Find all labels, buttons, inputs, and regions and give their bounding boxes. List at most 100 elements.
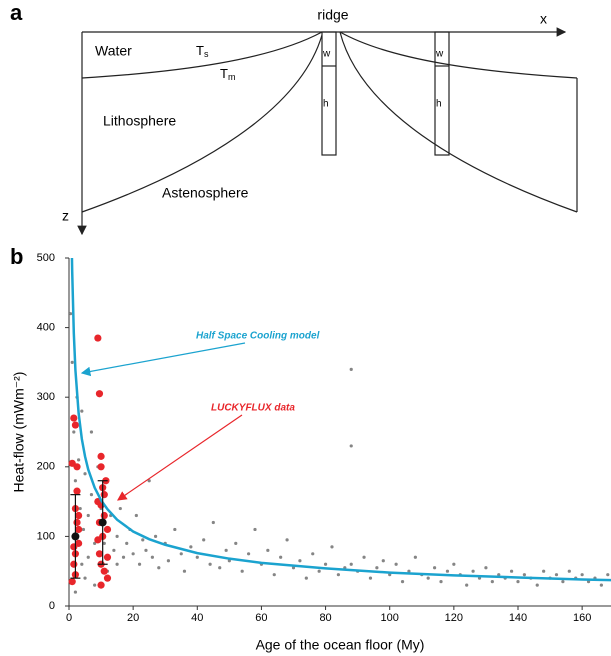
point [121, 555, 126, 559]
point [208, 562, 212, 566]
lithosphere-label: Lithosphere [103, 113, 176, 129]
point [381, 559, 385, 563]
point [388, 573, 392, 577]
x-tick-label: 40 [191, 612, 203, 624]
point [93, 583, 97, 587]
point [103, 553, 112, 561]
point [394, 562, 398, 566]
point [542, 569, 546, 573]
mean-point [71, 532, 80, 541]
point [246, 552, 251, 556]
point [75, 525, 83, 534]
point [304, 576, 308, 580]
point [439, 580, 443, 584]
annotation: LUCKYFLUX data [211, 403, 295, 414]
point [561, 580, 565, 584]
w-label: w [322, 49, 331, 60]
point [73, 590, 78, 594]
point [144, 548, 148, 552]
point [100, 511, 108, 520]
point [68, 578, 76, 586]
point [102, 541, 106, 545]
x-tick-label: 20 [127, 612, 139, 624]
point [426, 576, 430, 580]
point [272, 573, 276, 577]
point [131, 552, 135, 556]
ridge-label: ridge [317, 7, 348, 23]
panel-label: b [10, 244, 23, 269]
y-tick-label: 400 [37, 322, 55, 334]
point [349, 444, 353, 448]
point [71, 421, 80, 429]
ts-label: Ts [196, 43, 209, 59]
point [75, 511, 83, 520]
point [141, 538, 145, 542]
point [452, 562, 456, 566]
point [89, 493, 94, 497]
point [86, 555, 90, 559]
water-label: Water [95, 43, 132, 59]
point [606, 573, 610, 577]
point [317, 569, 321, 573]
point [97, 581, 105, 589]
y-tick-label: 100 [37, 530, 55, 542]
point [137, 562, 142, 566]
h-label: h [436, 99, 442, 110]
point [80, 562, 84, 566]
point [211, 520, 215, 525]
water-boundary [339, 31, 578, 79]
ts-main: T [196, 43, 204, 58]
point [95, 390, 104, 398]
point [509, 569, 514, 573]
point [253, 527, 257, 532]
point [73, 518, 81, 527]
x-tick-label: 0 [66, 612, 72, 624]
point [93, 541, 97, 545]
astenosphere-label: Astenosphere [162, 185, 249, 201]
point [465, 583, 469, 587]
point [368, 576, 373, 580]
point [554, 573, 559, 577]
point [78, 506, 82, 511]
point [115, 534, 119, 539]
point [83, 472, 87, 476]
point [100, 567, 108, 575]
point [195, 555, 199, 559]
point [80, 409, 84, 413]
model-curve [70, 257, 611, 582]
point [535, 583, 539, 587]
point [279, 555, 283, 559]
point [86, 513, 90, 518]
point [77, 458, 81, 462]
point [97, 452, 105, 460]
point [182, 569, 187, 573]
lithosphere-boundary [81, 34, 323, 213]
tm-main: T [220, 66, 228, 81]
column [321, 31, 337, 156]
point [73, 487, 81, 495]
point [70, 543, 78, 551]
point [323, 562, 328, 566]
mean-point [98, 518, 107, 527]
x-tick-label: 60 [255, 612, 267, 624]
point [72, 430, 76, 434]
point [599, 583, 603, 587]
point [100, 491, 108, 499]
point [118, 506, 122, 511]
point [147, 479, 151, 483]
point [580, 573, 584, 577]
point [103, 525, 112, 534]
w-label: w [435, 49, 444, 60]
point [179, 552, 183, 556]
point [445, 569, 450, 573]
x-tick-label: 80 [319, 612, 331, 624]
point [70, 414, 78, 422]
point [400, 580, 405, 584]
point [240, 569, 244, 573]
point [95, 550, 104, 558]
x-tick-label: 100 [381, 612, 399, 624]
point [202, 538, 206, 542]
point [484, 566, 488, 570]
y-tick-label: 500 [37, 252, 55, 264]
y-tick-label: 0 [49, 600, 55, 612]
